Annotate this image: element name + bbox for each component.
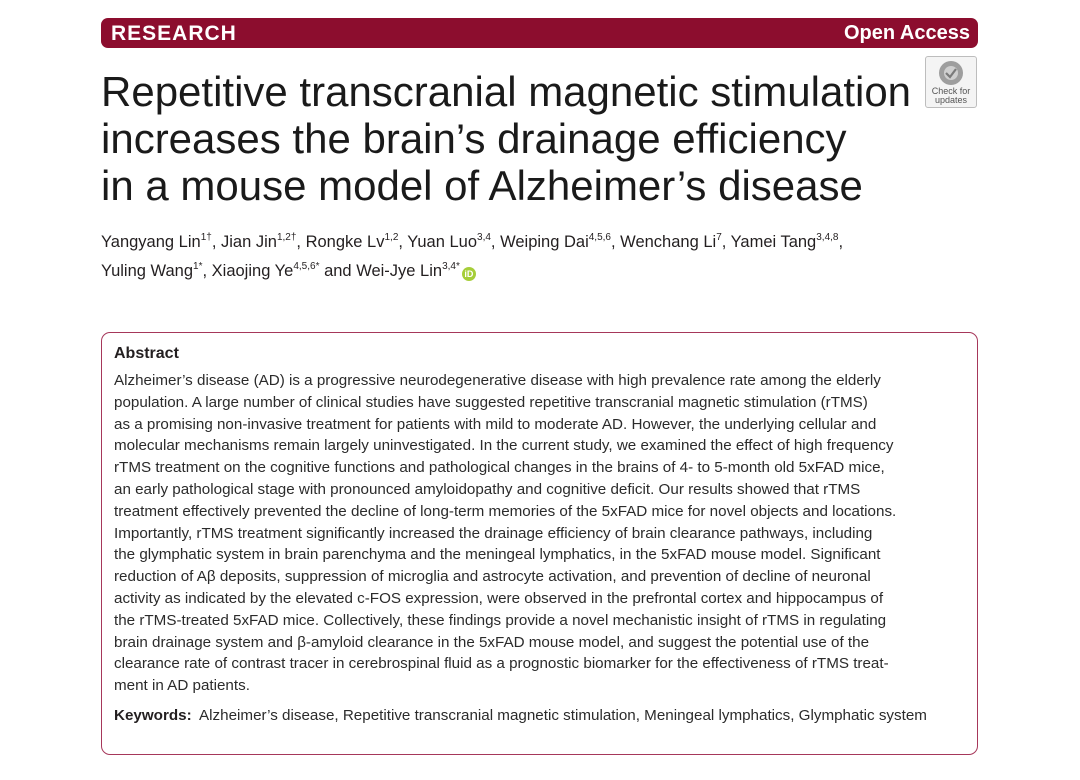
keywords: Keywords: Alzheimer’s disease, Repetitiv… bbox=[114, 705, 944, 727]
abstract-heading: Abstract bbox=[114, 345, 179, 362]
author[interactable]: Wei-Jye Lin3,4* bbox=[356, 261, 460, 281]
author[interactable]: Rongke Lv1,2 bbox=[305, 232, 399, 252]
author[interactable]: Yamei Tang3,4,8 bbox=[730, 232, 839, 252]
abstract-line: the rTMS-treated 5xFAD mice. Collectivel… bbox=[114, 611, 887, 629]
check-for-updates-text: Check for updates bbox=[931, 86, 971, 105]
keywords-text: Alzheimer’s disease, Repetitive transcra… bbox=[199, 707, 927, 724]
abstract-line: population. A large number of clinical s… bbox=[114, 393, 868, 411]
title-line: Repetitive transcranial magnetic stimula… bbox=[101, 68, 912, 115]
author[interactable]: Xiaojing Ye4,5,6* bbox=[211, 261, 320, 281]
section-banner: RESEARCH Open Access bbox=[101, 18, 978, 48]
abstract-line: clearance rate of contrast tracer in cer… bbox=[114, 655, 889, 673]
abstract-line: Importantly, rTMS treatment significantl… bbox=[114, 524, 873, 542]
abstract-line: treatment effectively prevented the decl… bbox=[114, 502, 897, 520]
check-for-updates-icon bbox=[939, 61, 963, 85]
author[interactable]: Yuling Wang1* bbox=[101, 261, 203, 281]
abstract-line: an early pathological stage with pronoun… bbox=[114, 480, 861, 498]
author[interactable]: Yuan Luo3,4 bbox=[407, 232, 491, 252]
abstract-line: molecular mechanisms remain largely unin… bbox=[114, 437, 894, 455]
author-list: Yangyang Lin1†, Jian Jin1,2†, Rongke Lv1… bbox=[101, 232, 844, 281]
keywords-label: Keywords: bbox=[114, 707, 192, 724]
orcid-icon[interactable]: iD bbox=[461, 267, 476, 281]
title-line: increases the brain’s drainage efficienc… bbox=[101, 115, 847, 162]
abstract-line: reduction of Aβ deposits, suppression of… bbox=[114, 568, 871, 586]
author[interactable]: Wenchang Li7 bbox=[620, 232, 722, 252]
article-title: Repetitive transcranial magnetic stimula… bbox=[101, 68, 931, 209]
abstract-line: rTMS treatment on the cognitive function… bbox=[114, 459, 885, 477]
section-label: RESEARCH bbox=[111, 22, 237, 45]
abstract-line: the glymphatic system in brain parenchym… bbox=[114, 546, 881, 564]
author[interactable]: Weiping Dai4,5,6 bbox=[500, 232, 611, 252]
title-line: in a mouse model of Alzheimer’s disease bbox=[101, 162, 863, 209]
author[interactable]: Yangyang Lin1† bbox=[101, 232, 212, 252]
author[interactable]: Jian Jin1,2† bbox=[221, 232, 297, 252]
abstract-line: as a promising non-invasive treatment fo… bbox=[114, 415, 877, 433]
authors-and: and bbox=[324, 262, 352, 280]
abstract-line: activity as indicated by the elevated c-… bbox=[114, 589, 884, 607]
abstract-line: Alzheimer’s disease (AD) is a progressiv… bbox=[114, 372, 881, 389]
check-for-updates-button[interactable]: Check for updates bbox=[925, 56, 977, 108]
abstract-body: Alzheimer’s disease (AD) is a progressiv… bbox=[114, 370, 974, 697]
abstract-line: ment in AD patients. bbox=[114, 677, 250, 695]
abstract-box: Abstract Alzheimer’s disease (AD) is a p… bbox=[101, 332, 978, 755]
abstract-line: brain drainage system and β-amyloid clea… bbox=[114, 633, 870, 651]
open-access-label: Open Access bbox=[844, 22, 970, 44]
